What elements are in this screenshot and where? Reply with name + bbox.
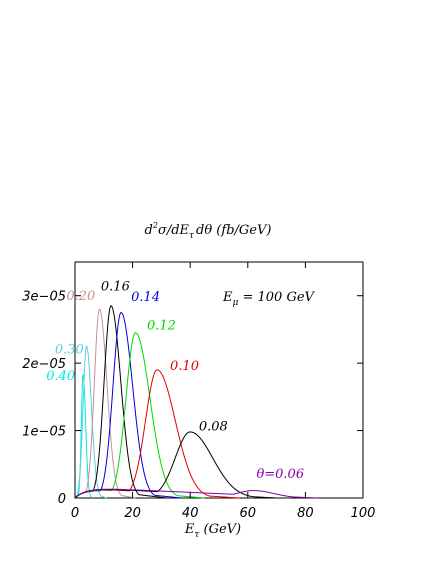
curve-label: 0.08 — [199, 420, 228, 435]
y-tick-label: 3e−05 — [22, 290, 66, 305]
energy-annotation: Eμ = 100 GeV — [222, 290, 316, 308]
series-curve-0.06 — [75, 488, 317, 499]
x-axis-label: Eτ (GeV) — [184, 522, 241, 540]
chart-title: d2σ/dEτ dθ (fb/GeV) — [145, 221, 272, 241]
x-axis-label-sub: τ — [194, 530, 200, 540]
y-tick-label: 1e−05 — [22, 425, 66, 440]
chart-title-d1: d — [145, 223, 153, 238]
x-tick-label: 0 — [71, 506, 79, 521]
energy-annotation-E: E — [222, 290, 233, 305]
curve-label: 0.40 — [46, 369, 75, 384]
chart-title-tau: τ — [189, 231, 195, 241]
x-tick-label: 20 — [124, 506, 141, 521]
curve-label: 0.12 — [147, 318, 176, 333]
chart-title-sup: 2 — [152, 221, 158, 230]
y-tick-label: 2e−05 — [22, 357, 66, 372]
x-tick-label: 60 — [240, 506, 257, 521]
curve-label: 0.16 — [101, 279, 130, 294]
x-tick-label: 80 — [297, 506, 314, 521]
x-axis-label-unit: (GeV) — [199, 522, 241, 537]
series-group — [75, 305, 317, 499]
chart-title-rest: dθ (fb/GeV) — [196, 223, 271, 238]
x-tick-label: 100 — [351, 506, 376, 521]
energy-annotation-sub: μ — [233, 298, 239, 308]
plot-frame — [74, 261, 364, 499]
tick-group: 0 20 40 60 80 100 0 1e−05 2e−05 3e−05 — [22, 262, 375, 521]
curve-label: 0.20 — [66, 289, 95, 304]
y-tick-label: 0 — [58, 492, 66, 507]
curve-label: θ=0.06 — [256, 467, 304, 482]
series-curve-0.40 — [75, 374, 93, 499]
x-axis-label-E: E — [184, 522, 195, 537]
energy-annotation-rest: = 100 GeV — [238, 290, 315, 305]
curve-labels-group: 0.40 0.30 0.20 0.160.14 0.12 0.10 0.08 θ=0.06 — [46, 279, 304, 481]
curve-label: 0.30 — [55, 343, 84, 358]
series-curve-0.30 — [75, 345, 107, 499]
x-tick-label: 40 — [182, 506, 199, 521]
chart-title-sigma: σ/dE — [158, 223, 190, 238]
curve-label: 0.14 — [131, 290, 160, 305]
curve-label: 0.10 — [170, 359, 199, 374]
